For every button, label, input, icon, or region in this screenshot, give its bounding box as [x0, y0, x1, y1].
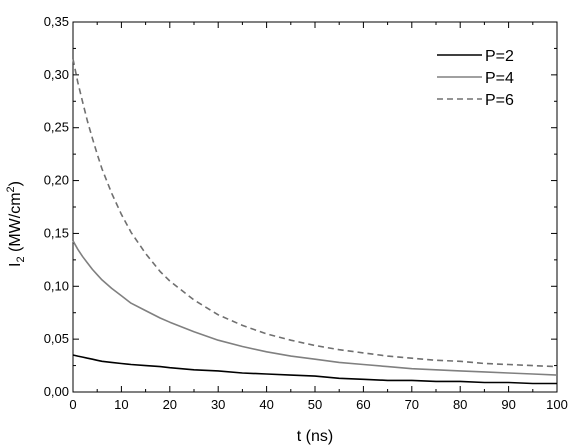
series-line-1	[72, 354, 557, 385]
y-axis-label-symbol: I	[7, 263, 24, 267]
x-tick-label: 60	[356, 397, 370, 412]
y-tick-label: 0,05	[44, 331, 69, 346]
series-lines	[72, 58, 558, 385]
x-tick-label: 80	[453, 397, 467, 412]
x-tick-label: 30	[211, 397, 225, 412]
y-tick-label: 0,10	[44, 278, 69, 293]
x-tick-label: 70	[405, 397, 419, 412]
x-tick-label: 10	[114, 397, 128, 412]
y-tick-label: 0,25	[44, 120, 69, 135]
x-axis-label: t (ns)	[297, 428, 333, 445]
y-axis-label-close: )	[7, 181, 24, 186]
y-tick-label: 0,35	[44, 14, 69, 29]
x-tick-label: 100	[546, 397, 568, 412]
y-axis-ticks: 0,00 0,05 0,10 0,15 0,20 0,25 0,30 0,35	[44, 14, 557, 399]
y-axis-label-unit: (MW/cm	[7, 192, 24, 256]
legend-label-2: P=4	[485, 70, 514, 87]
y-tick-label: 0,00	[44, 384, 69, 399]
x-axis-ticks: 0 10 20 30 40 50 60 70 80 90 100	[69, 22, 568, 412]
y-tick-label: 0,30	[44, 67, 69, 82]
x-tick-label: 20	[163, 397, 177, 412]
y-axis-label-superscript: 2	[5, 186, 17, 192]
series-line-2	[72, 240, 558, 376]
legend: P=2 P=4 P=6	[437, 48, 514, 109]
legend-label-1: P=2	[485, 48, 514, 65]
x-tick-label: 0	[69, 397, 76, 412]
x-tick-label: 90	[501, 397, 515, 412]
series-line-3	[72, 58, 558, 368]
x-tick-label: 50	[308, 397, 322, 412]
y-axis-label-subscript: 2	[15, 256, 27, 262]
legend-label-3: P=6	[485, 92, 514, 109]
y-axis-label: I2 (MW/cm2)	[5, 181, 27, 267]
x-tick-label: 40	[259, 397, 273, 412]
y-tick-label: 0,15	[44, 225, 69, 240]
y-tick-label: 0,20	[44, 173, 69, 188]
